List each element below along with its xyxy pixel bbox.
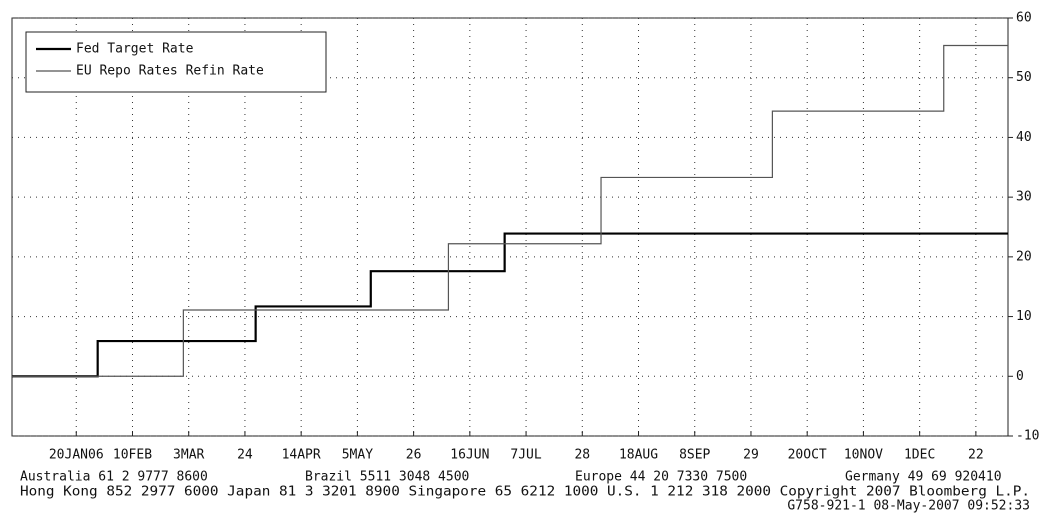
legend-label: Fed Target Rate (76, 42, 194, 57)
footer-text: Australia 61 2 9777 8600 (20, 470, 208, 485)
y-tick-label: 10 (1016, 309, 1032, 324)
footer-text: Europe 44 20 7330 7500 (575, 470, 747, 485)
x-tick-label: 8SEP (679, 448, 710, 463)
series-line (12, 44, 1008, 377)
x-tick-label: 14APR (282, 448, 321, 463)
y-tick-label: 60 (1016, 11, 1032, 26)
footer-text: G758-921-1 08-May-2007 09:52:33 (787, 499, 1030, 514)
legend-box (25, 31, 327, 93)
x-tick-label: 20JAN06 (49, 448, 104, 463)
x-tick-label: 3MAR (173, 448, 204, 463)
x-tick-label: 7JUL (510, 448, 541, 463)
x-tick-label: 5MAY (342, 448, 373, 463)
x-tick-label: 1DEC (904, 448, 935, 463)
x-tick-label: 10NOV (844, 448, 883, 463)
footer-text: Brazil 5511 3048 4500 (305, 470, 469, 485)
footer: Australia 61 2 9777 8600 Brazil 5511 304… (20, 470, 1030, 514)
x-tick-label: 18AUG (619, 448, 658, 463)
series-line (12, 232, 1008, 378)
y-tick-label: -10 (1016, 429, 1039, 444)
x-tick-label: 29 (743, 448, 759, 463)
x-tick-label: 20OCT (788, 448, 827, 463)
y-tick-label: 20 (1016, 249, 1032, 264)
x-tick-label: 16JUN (450, 448, 489, 463)
y-tick-label: 50 (1016, 70, 1032, 85)
x-tick-label: 10FEB (113, 448, 152, 463)
legend-label: EU Repo Rates Refin Rate (76, 64, 264, 79)
y-tick-label: 40 (1016, 130, 1032, 145)
y-tick-label: 0 (1016, 369, 1024, 384)
x-tick-label: 28 (574, 448, 590, 463)
footer-text: Hong Kong 852 2977 6000 Japan 81 3 3201 … (20, 485, 1030, 500)
x-tick-label: 24 (237, 448, 253, 463)
x-tick-label: 26 (406, 448, 422, 463)
x-tick-label: 22 (968, 448, 984, 463)
footer-text: Germany 49 69 920410 (845, 470, 1002, 485)
y-tick-label: 30 (1016, 190, 1032, 205)
